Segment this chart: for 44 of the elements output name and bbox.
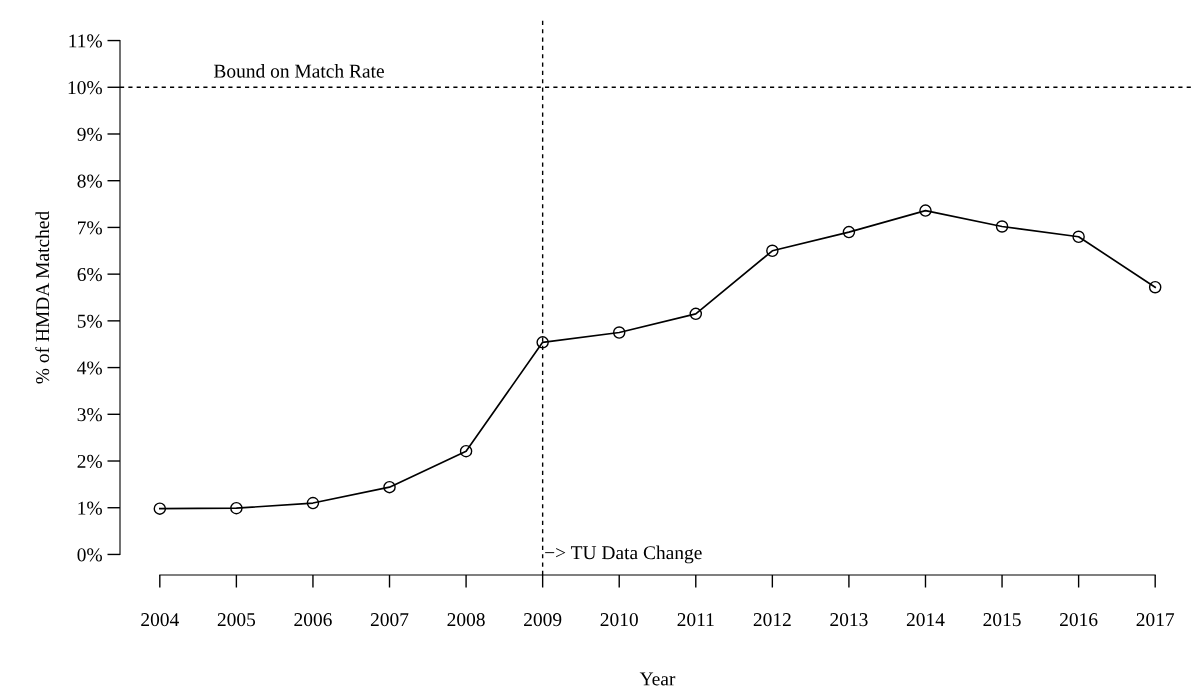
x-tick-label: 2008	[447, 613, 485, 627]
x-tick-label: 2004	[141, 613, 179, 627]
point	[306, 496, 320, 510]
point	[842, 225, 856, 239]
point	[153, 502, 167, 515]
x-tick-label: 2006	[294, 613, 332, 627]
y-axis-title: % of HMDA Matched	[35, 211, 50, 384]
y-tick-label: 5%	[77, 314, 102, 328]
x-tick-label: 2011	[677, 613, 714, 627]
ref-line-label: −> TU Data Change	[545, 545, 702, 564]
x-tick-label: 2016	[1060, 613, 1098, 627]
y-tick-label: 8%	[77, 174, 102, 188]
x-tick-label: 2010	[600, 613, 638, 627]
point	[459, 444, 473, 458]
y-tick-label: 3%	[77, 408, 102, 422]
y-tick-label: 10%	[68, 81, 102, 95]
x-tick-label: 2007	[370, 613, 409, 627]
y-tick-label: 6%	[77, 267, 102, 282]
point	[1148, 280, 1162, 294]
x-tick-label: 2015	[983, 613, 1021, 627]
x-tick-label: 2013	[830, 613, 868, 627]
point	[689, 307, 703, 321]
point	[766, 244, 779, 258]
y-tick-label: 0%	[77, 548, 102, 562]
y-tick-label: 9%	[77, 127, 102, 141]
point	[230, 501, 243, 515]
y-tick-label: 4%	[77, 361, 102, 375]
point	[1072, 230, 1085, 244]
x-tick-label: 2014	[906, 613, 945, 627]
point	[995, 220, 1009, 233]
ref-line-label: Bound on Match Rate	[213, 64, 384, 78]
x-tick-label: 2009	[524, 613, 562, 627]
x-tick-label: 2012	[753, 613, 791, 627]
point	[383, 480, 396, 494]
x-tick-label: 2005	[217, 613, 256, 627]
x-axis-title: Year	[639, 672, 676, 686]
point	[536, 336, 549, 349]
y-tick-label: 11%	[69, 34, 102, 48]
y-tick-label: 2%	[77, 454, 102, 469]
point	[919, 204, 932, 217]
x-tick-label: 2017	[1136, 613, 1175, 627]
y-tick-label: 1%	[78, 501, 102, 515]
point	[612, 326, 626, 339]
y-tick-label: 7%	[78, 221, 102, 235]
